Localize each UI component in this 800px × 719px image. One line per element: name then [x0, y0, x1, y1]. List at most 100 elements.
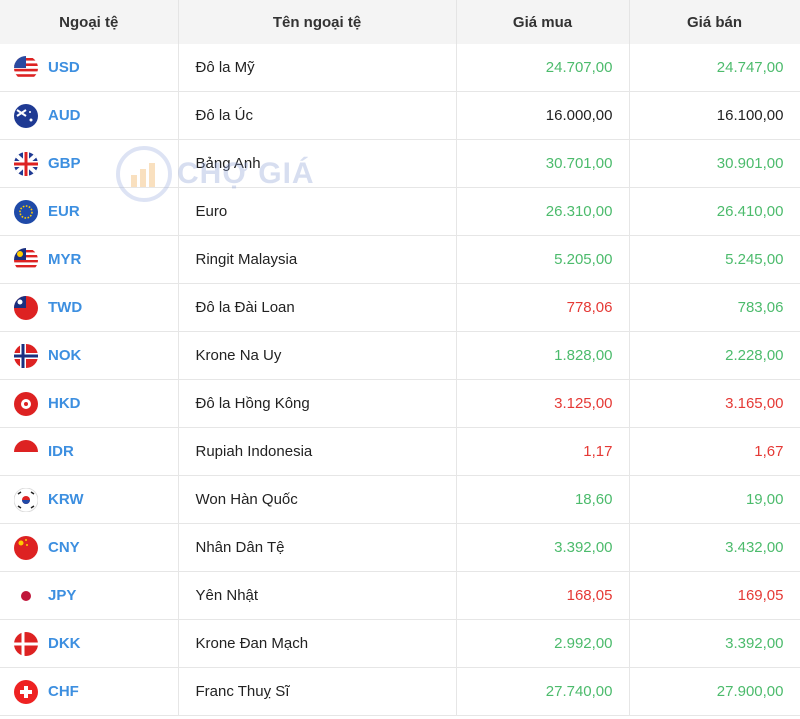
sell-price: 5.245,00 [629, 235, 800, 284]
buy-price: 778,06 [456, 283, 630, 332]
sell-price: 24.747,00 [629, 44, 800, 92]
currency-row: CNY Nhân Dân Tệ 3.392,00 3.432,00 [0, 523, 800, 572]
currency-row: GBP Bảng Anh 30.701,00 30.901,00 [0, 139, 800, 188]
sell-price: 27.900,00 [629, 667, 800, 716]
currency-code-cell: KRW [0, 475, 179, 524]
buy-price: 30.701,00 [456, 139, 630, 188]
currency-code-cell: GBP [0, 139, 179, 188]
flag-icon [14, 679, 38, 704]
currency-name: Ringit Malaysia [178, 235, 457, 284]
currency-code-cell: DKK [0, 619, 179, 668]
buy-price: 1,17 [456, 427, 630, 476]
currency-code: JPY [48, 586, 77, 604]
currency-name: Krone Na Uy [178, 331, 457, 380]
currency-code: CNY [48, 538, 80, 556]
currency-name: Euro [178, 187, 457, 236]
currency-name: Đô la Đài Loan [178, 283, 457, 332]
flag-icon [14, 535, 38, 560]
currency-code: USD [48, 58, 80, 76]
buy-price: 26.310,00 [456, 187, 630, 236]
sell-price: 783,06 [629, 283, 800, 332]
currency-code-cell: CHF [0, 667, 179, 716]
currency-code-cell: HKD [0, 379, 179, 428]
currency-code: IDR [48, 442, 74, 460]
table-body: USD Đô la Mỹ 24.707,00 24.747,00 AUD Đô la Úc… [0, 44, 800, 716]
header-row: Ngoại tệ Tên ngoại tệ Giá mua Giá bán [0, 0, 800, 44]
currency-name: Yên Nhật [178, 571, 457, 620]
currency-code-cell: AUD [0, 91, 179, 140]
currency-code-cell: CNY [0, 523, 179, 572]
currency-name: Nhân Dân Tệ [178, 523, 457, 572]
buy-price: 16.000,00 [456, 91, 630, 140]
currency-code-cell: MYR [0, 235, 179, 284]
currency-code-cell: NOK [0, 331, 179, 380]
currency-name: Rupiah Indonesia [178, 427, 457, 476]
currency-row: TWD Đô la Đài Loan 778,06 783,06 [0, 283, 800, 332]
flag-icon [14, 391, 38, 416]
sell-price: 30.901,00 [629, 139, 800, 188]
sell-price: 3.432,00 [629, 523, 800, 572]
currency-row: HKD Đô la Hồng Kông 3.125,00 3.165,00 [0, 379, 800, 428]
sell-price: 16.100,00 [629, 91, 800, 140]
currency-code: KRW [48, 490, 84, 508]
currency-name: Krone Đan Mạch [178, 619, 457, 668]
buy-price: 24.707,00 [456, 44, 630, 92]
buy-price: 3.392,00 [456, 523, 630, 572]
column-header: Ngoại tệ [0, 0, 179, 44]
currency-row: USD Đô la Mỹ 24.707,00 24.747,00 [0, 44, 800, 92]
currency-code: HKD [48, 394, 81, 412]
buy-price: 27.740,00 [456, 667, 630, 716]
column-header: Giá bán [629, 0, 800, 44]
currency-code-cell: JPY [0, 571, 179, 620]
currency-name: Won Hàn Quốc [178, 475, 457, 524]
flag-icon [14, 439, 38, 464]
currency-row: KRW Won Hàn Quốc 18,60 19,00 [0, 475, 800, 524]
currency-code: DKK [48, 634, 81, 652]
currency-row: DKK Krone Đan Mạch 2.992,00 3.392,00 [0, 619, 800, 668]
currency-row: CHF Franc Thuỵ Sĩ 27.740,00 27.900,00 [0, 667, 800, 716]
flag-icon [14, 631, 38, 656]
currency-row: NOK Krone Na Uy 1.828,00 2.228,00 [0, 331, 800, 380]
currency-name: Đô la Mỹ [178, 44, 457, 92]
flag-icon [14, 343, 38, 368]
currency-row: EUR Euro 26.310,00 26.410,00 [0, 187, 800, 236]
currency-row: JPY Yên Nhật 168,05 169,05 [0, 571, 800, 620]
currency-code: AUD [48, 106, 81, 124]
flag-icon [14, 55, 38, 80]
buy-price: 1.828,00 [456, 331, 630, 380]
currency-name: Đô la Hồng Kông [178, 379, 457, 428]
flag-icon [13, 487, 39, 512]
sell-price: 3.392,00 [629, 619, 800, 668]
buy-price: 168,05 [456, 571, 630, 620]
flag-icon [14, 247, 38, 272]
flag-icon [14, 583, 38, 608]
currency-row: MYR Ringit Malaysia 5.205,00 5.245,00 [0, 235, 800, 284]
currency-code: NOK [48, 346, 82, 364]
flag-icon [14, 103, 38, 128]
sell-price: 26.410,00 [629, 187, 800, 236]
currency-name: Bảng Anh [178, 139, 457, 188]
currency-name: Đô la Úc [178, 91, 457, 140]
currency-code-cell: TWD [0, 283, 179, 332]
currency-code: MYR [48, 250, 82, 268]
buy-price: 2.992,00 [456, 619, 630, 668]
currency-row: IDR Rupiah Indonesia 1,17 1,67 [0, 427, 800, 476]
sell-price: 169,05 [629, 571, 800, 620]
flag-icon [14, 199, 38, 224]
sell-price: 2.228,00 [629, 331, 800, 380]
currency-code-cell: EUR [0, 187, 179, 236]
currency-code: TWD [48, 298, 83, 316]
currency-code-cell: IDR [0, 427, 179, 476]
currency-code: CHF [48, 682, 79, 700]
buy-price: 5.205,00 [456, 235, 630, 284]
currency-code: GBP [48, 154, 81, 172]
currency-row: AUD Đô la Úc 16.000,00 16.100,00 [0, 91, 800, 140]
currency-code: EUR [48, 202, 80, 220]
currency-name: Franc Thuỵ Sĩ [178, 667, 457, 716]
buy-price: 18,60 [456, 475, 630, 524]
currency-code-cell: USD [0, 44, 179, 92]
column-header: Giá mua [456, 0, 630, 44]
flag-icon [14, 295, 38, 320]
